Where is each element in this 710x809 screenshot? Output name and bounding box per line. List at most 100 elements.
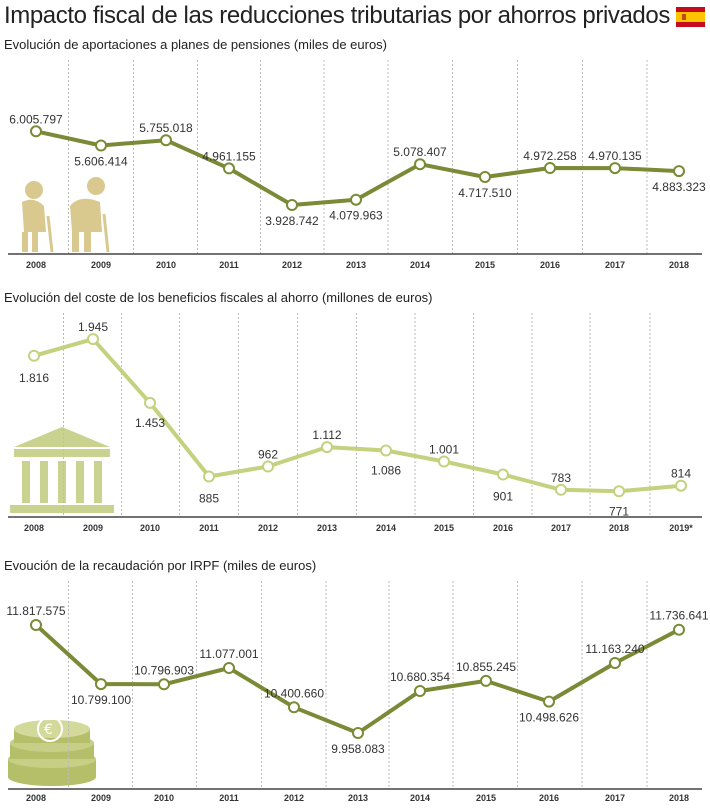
x-tick-label: 2016: [539, 793, 559, 803]
x-tick-label: 2016: [540, 260, 560, 270]
x-tick-label: 2012: [284, 793, 304, 803]
data-label: 10.680.354: [390, 670, 450, 684]
data-label: 885: [199, 492, 219, 506]
x-tick-label: 2015: [434, 523, 454, 533]
data-label: 9.958.083: [331, 742, 385, 756]
bank-building-icon: [10, 427, 114, 513]
data-point: [609, 162, 621, 175]
data-point: [87, 333, 99, 346]
x-tick-label: 2008: [26, 260, 46, 270]
x-tick-label: 2015: [475, 260, 495, 270]
data-point: [613, 485, 625, 498]
data-point: [543, 695, 555, 708]
data-label: 4.972.258: [523, 149, 577, 163]
data-label: 10.400.660: [264, 686, 324, 700]
data-point: [286, 199, 298, 211]
data-label: 10.498.626: [519, 711, 579, 725]
data-point: [223, 662, 235, 674]
x-tick-label: 2009: [91, 260, 111, 270]
data-point: [95, 139, 107, 152]
x-tick-label: 2019*: [669, 523, 693, 533]
x-tick-label: 2017: [605, 793, 625, 803]
data-label: 11.163.240: [585, 642, 644, 656]
data-label: 1.112: [312, 428, 341, 442]
data-label: 10.799.100: [71, 693, 131, 707]
x-tick-label: 2008: [26, 793, 46, 803]
x-tick-label: 2012: [258, 523, 278, 533]
x-tick-label: 2018: [609, 523, 629, 533]
x-tick-label: 2017: [605, 260, 625, 270]
data-label: 901: [493, 490, 513, 504]
page-title: Impacto fiscal de las reducciones tribut…: [4, 2, 670, 29]
irpf-revenue-chart: € 11.817.575 10.799.100 10.796.903 11.077.0…: [6, 581, 709, 803]
svg-text:€: €: [44, 722, 53, 738]
x-tick-label: 2011: [219, 260, 239, 270]
data-point: [288, 701, 300, 714]
x-tick-label: 2011: [219, 793, 239, 803]
data-point: [30, 619, 42, 631]
data-point: [673, 623, 685, 636]
data-point: [144, 396, 156, 409]
data-label: 4.883.323: [652, 180, 706, 194]
data-label: 1.816: [19, 371, 49, 385]
x-tick-label: 2013: [317, 523, 337, 533]
x-tick-label: 2013: [348, 793, 368, 803]
euro-coins-icon: €: [8, 716, 96, 786]
x-tick-label: 2015: [476, 793, 496, 803]
chart-2-title: Evolución del coste de los beneficios fi…: [4, 290, 433, 305]
data-label: 3.928.742: [265, 214, 319, 228]
data-point: [544, 162, 556, 174]
data-point: [158, 678, 170, 691]
x-tick-label: 2012: [282, 260, 302, 270]
data-point: [480, 674, 492, 687]
data-point: [673, 165, 685, 178]
data-label: 4.961.155: [202, 149, 256, 163]
data-label: 11.817.575: [6, 604, 65, 618]
data-point: [95, 678, 107, 691]
data-point: [28, 349, 40, 362]
data-point: [223, 162, 235, 175]
data-label: 1.086: [371, 464, 401, 478]
x-tick-label: 2010: [140, 523, 160, 533]
data-label: 10.855.245: [456, 660, 516, 674]
data-point: [414, 685, 426, 697]
data-point: [414, 158, 426, 171]
x-tick-label: 2018: [669, 260, 689, 270]
data-label: 5.755.018: [139, 121, 193, 135]
elderly-couple-icon: [22, 177, 110, 253]
x-tick-label: 2010: [156, 260, 176, 270]
data-point: [609, 657, 621, 669]
data-label: 1.945: [78, 320, 108, 334]
data-label: 4.970.135: [588, 149, 642, 163]
data-label: 4.717.510: [458, 186, 512, 200]
chart-3-title: Evoución de la recaudación por IRPF (mil…: [4, 558, 317, 573]
data-label: 1.453: [135, 416, 165, 430]
data-label: 11.736.641: [649, 609, 708, 623]
data-point: [203, 470, 215, 483]
chart-1-title: Evolución de aportaciones a planes de pe…: [4, 37, 388, 52]
spain-flag-icon: [676, 7, 705, 27]
data-point: [350, 193, 362, 206]
data-point: [555, 483, 567, 496]
data-label: 10.796.903: [134, 663, 194, 677]
series-line: [32, 337, 683, 494]
data-point: [380, 444, 392, 457]
x-tick-label: 2014: [410, 793, 430, 803]
x-tick-label: 2017: [551, 523, 571, 533]
x-tick-label: 2009: [83, 523, 103, 533]
x-tick-label: 2014: [376, 523, 396, 533]
data-label: 11.077.001: [199, 647, 258, 661]
x-tick-label: 2010: [154, 793, 174, 803]
data-point: [262, 460, 274, 473]
data-label: 814: [671, 467, 691, 481]
x-tick-label: 2014: [410, 260, 430, 270]
data-point: [497, 468, 509, 481]
data-label: 6.005.797: [9, 112, 63, 126]
data-label: 4.079.963: [329, 209, 383, 223]
data-point: [160, 134, 172, 147]
pension-contributions-chart: 6.005.797 5.606.414 5.755.018 4.961.155 3.92…: [8, 60, 706, 270]
data-point: [479, 171, 491, 183]
x-tick-label: 2018: [669, 793, 689, 803]
x-tick-label: 2016: [493, 523, 513, 533]
x-tick-label: 2013: [346, 260, 366, 270]
